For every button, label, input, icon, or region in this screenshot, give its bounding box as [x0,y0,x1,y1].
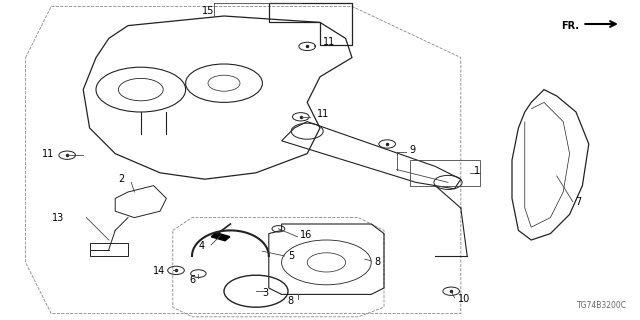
Text: TG74B3200C: TG74B3200C [577,301,627,310]
Text: 16: 16 [300,230,312,240]
Text: 11: 11 [42,148,54,159]
Text: 8: 8 [374,257,381,268]
Text: 13: 13 [52,212,64,223]
Text: 15: 15 [202,6,214,16]
Text: 2: 2 [118,174,125,184]
Text: 5: 5 [288,251,294,261]
Text: 11: 11 [323,36,335,47]
Text: 14: 14 [153,266,165,276]
Text: 1: 1 [474,166,480,176]
Text: 3: 3 [262,288,269,298]
Text: 10: 10 [458,294,470,304]
Text: FR.: FR. [561,20,579,31]
Text: 6: 6 [189,275,195,285]
Text: 8: 8 [287,296,293,306]
Text: 4: 4 [198,241,205,252]
Text: 11: 11 [317,108,329,119]
Bar [211,233,230,241]
Text: 9: 9 [410,145,416,156]
Bar [410,160,480,186]
Text: 7: 7 [575,196,581,207]
